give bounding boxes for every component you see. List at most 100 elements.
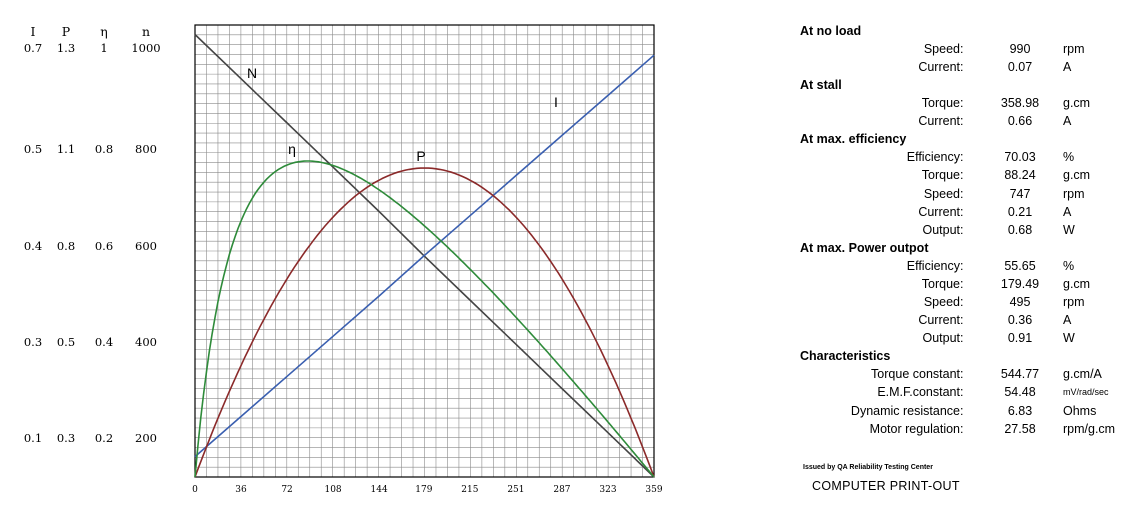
spec-value: 747	[1009, 186, 1031, 201]
spec-colon: :	[960, 295, 964, 310]
spec-section-title: Characteristics	[800, 349, 891, 364]
y-axis-label: 1.3	[57, 41, 75, 55]
spec-value: 0.91	[1007, 331, 1033, 346]
axis-header: η	[100, 24, 108, 39]
spec-row: Speed: 747 rpm	[800, 185, 1130, 203]
y-axis-label: 1	[100, 41, 107, 55]
spec-colon: :	[960, 150, 964, 165]
spec-unit: g.cm	[1063, 96, 1091, 111]
series-label-n: N	[247, 65, 257, 81]
x-tick-label: 251	[507, 485, 524, 495]
spec-row: Current: 0.21 A	[800, 203, 1130, 221]
spec-value: 0.07	[1007, 60, 1033, 75]
y-axis-label: 0.2	[95, 431, 113, 445]
spec-unit: A	[1063, 313, 1072, 328]
series-label-p: P	[416, 148, 425, 164]
y-axis-label: 1.1	[57, 142, 75, 156]
y-axis-label: 200	[135, 431, 157, 445]
spec-colon: :	[960, 385, 964, 400]
spec-value: 6.83	[1007, 403, 1033, 418]
spec-row: E.M.F.constant: 54.48 mV/rad/sec	[800, 383, 1130, 401]
spec-unit: %	[1063, 150, 1075, 165]
spec-colon: :	[960, 403, 964, 418]
spec-colon: :	[960, 331, 964, 346]
spec-label: Speed	[923, 186, 960, 201]
x-tick-label: 215	[461, 485, 478, 495]
spec-row: Torque constant: 544.77 g.cm/A	[800, 365, 1130, 383]
spec-row: Speed: 990 rpm	[800, 40, 1130, 58]
spec-label: Torque	[921, 168, 960, 183]
spec-label: Output	[922, 222, 960, 237]
spec-value: 70.03	[1004, 150, 1036, 165]
spec-unit: g.cm	[1063, 168, 1091, 183]
spec-value: 179.49	[1000, 276, 1040, 291]
spec-row: Torque: 179.49 g.cm	[800, 275, 1130, 293]
x-tick-label: 179	[415, 485, 432, 495]
x-tick-label: 36	[235, 485, 247, 495]
x-tick-label: 144	[371, 485, 388, 495]
spec-value: 88.24	[1004, 168, 1036, 183]
spec-colon: :	[960, 258, 964, 273]
y-axis-label: 0.3	[57, 431, 75, 445]
x-tick-label: 108	[324, 485, 341, 495]
spec-section-title: At no load	[800, 24, 862, 38]
spec-colon: :	[960, 276, 964, 291]
spec-label: Output	[922, 331, 960, 346]
spec-row: Output: 0.91 W	[800, 329, 1130, 347]
spec-label: Torque	[921, 96, 960, 111]
spec-colon: :	[960, 60, 964, 75]
spec-colon: :	[960, 367, 964, 382]
spec-label: Speed	[923, 295, 960, 310]
spec-unit: rpm/g.cm	[1063, 421, 1116, 436]
y-axis-label: 0.6	[95, 239, 113, 253]
grid	[195, 25, 654, 477]
spec-row: Output: 0.68 W	[800, 221, 1130, 239]
spec-label: Efficiency	[906, 258, 960, 273]
x-tick-label: 359	[645, 485, 662, 495]
y-axis-label: 800	[135, 142, 157, 156]
spec-label: Current	[918, 313, 960, 328]
spec-colon: :	[960, 421, 964, 436]
spec-colon: :	[960, 168, 964, 183]
spec-unit: %	[1063, 258, 1075, 273]
x-tick-label: 323	[599, 485, 616, 495]
y-axis-label: 0.8	[57, 239, 75, 253]
spec-unit: rpm	[1063, 186, 1085, 201]
spec-row: Current: 0.07 A	[800, 58, 1130, 76]
y-axis-label: 0.8	[95, 142, 113, 156]
spec-row: Efficiency: 55.65%	[800, 257, 1130, 275]
spec-row: Dynamic resistance: 6.83 Ohms	[800, 402, 1130, 420]
y-axis-label: 0.7	[24, 41, 42, 55]
spec-label: Current	[918, 114, 960, 129]
spec-row: Efficiency: 70.03%	[800, 148, 1130, 166]
spec-value: 0.66	[1007, 114, 1033, 129]
spec-label: E.M.F.constant	[877, 385, 960, 400]
x-tick-label: 0	[192, 485, 198, 495]
spec-colon: :	[960, 204, 964, 219]
spec-value: 495	[1009, 295, 1031, 310]
y-axis-label: 0.4	[95, 335, 113, 349]
computer-printout-label: COMPUTER PRINT-OUT	[812, 479, 960, 493]
y-axis-label: 0.5	[24, 142, 42, 156]
spec-row: Current: 0.66 A	[800, 112, 1130, 130]
spec-label: Torque constant	[871, 367, 960, 382]
series-label-eta: η	[288, 141, 296, 157]
spec-label: Torque	[921, 276, 960, 291]
spec-value: 54.48	[1004, 385, 1036, 400]
spec-row: Motor regulation: 27.58 rpm/g.cm	[800, 420, 1130, 438]
spec-section-title: At stall	[800, 78, 842, 93]
spec-unit: rpm	[1063, 295, 1085, 310]
series-line-eta	[194, 160, 655, 478]
spec-value: 358.98	[1000, 96, 1040, 111]
spec-unit: A	[1063, 60, 1072, 75]
series-label-i: I	[554, 94, 558, 110]
y-axis-label: 400	[135, 335, 157, 349]
series-line-i	[194, 54, 655, 458]
y-axis-label: 1000	[131, 41, 160, 55]
spec-colon: :	[960, 222, 964, 237]
spec-label: Current	[918, 204, 960, 219]
spec-value: 990	[1009, 42, 1031, 56]
spec-unit: mV/rad/sec	[1063, 387, 1109, 398]
y-axis-label: 600	[135, 239, 157, 253]
